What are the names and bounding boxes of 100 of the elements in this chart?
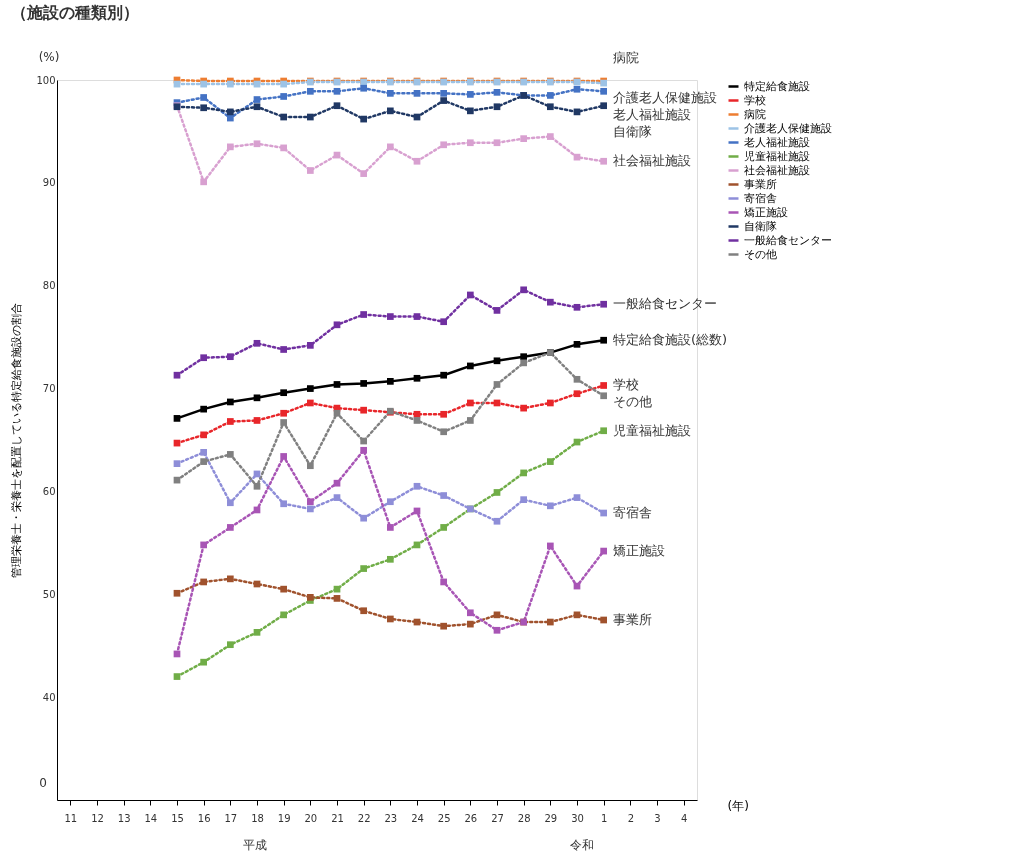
point (173, 589, 181, 597)
legend-label: 社会福祉施設 (744, 163, 810, 177)
point (306, 167, 314, 174)
text: (%) (38, 50, 60, 64)
point (413, 417, 421, 424)
x-tick-label: 25 (437, 812, 451, 824)
point (413, 374, 421, 382)
point (306, 399, 314, 407)
point (226, 353, 234, 361)
annotation: 矯正施設 (613, 543, 665, 559)
point (360, 311, 368, 318)
point (386, 555, 394, 563)
annotation: 自衛隊 (613, 124, 652, 140)
legend-label: 特定給食施設 (744, 79, 810, 93)
x-tick-label: 20 (304, 812, 318, 824)
point (493, 626, 501, 634)
point (493, 139, 501, 147)
point (573, 494, 581, 501)
point (440, 410, 448, 418)
x-tick-label: 30 (571, 812, 584, 824)
y-tick-label: 80 (42, 280, 56, 292)
point (600, 547, 608, 555)
point (253, 140, 261, 148)
point (360, 607, 368, 615)
point (546, 103, 554, 111)
point (173, 460, 181, 468)
annotation: 事業所 (613, 612, 652, 627)
point (333, 102, 341, 110)
point (173, 371, 181, 379)
legend-label: 児童福祉施設 (744, 149, 810, 163)
point (333, 494, 341, 501)
point (546, 542, 554, 550)
point (386, 107, 394, 115)
point (386, 615, 394, 623)
point (520, 353, 528, 361)
y-tick-label: 40 (42, 691, 56, 703)
point (333, 87, 341, 95)
point (200, 178, 208, 186)
point (493, 307, 501, 314)
point (280, 611, 288, 619)
y-axis-title: 管理栄養士・栄養士を配置している特定給食施設の割合 (10, 303, 24, 578)
point (546, 92, 554, 99)
point (306, 113, 314, 121)
point (546, 133, 554, 140)
point (280, 585, 288, 593)
point (386, 498, 394, 506)
point (413, 157, 421, 165)
point (200, 104, 208, 112)
point (306, 462, 314, 470)
legend-label: その他 (744, 247, 777, 261)
point (440, 141, 448, 149)
x-tick-label: 24 (411, 812, 424, 824)
point (200, 354, 208, 362)
point (466, 107, 474, 115)
legend-label: 一般給食センター (744, 233, 832, 247)
point (360, 115, 368, 123)
point (173, 673, 181, 680)
point (280, 144, 288, 152)
legend-label: 学校 (744, 93, 766, 107)
x-tick-label: 16 (197, 812, 211, 824)
point (306, 505, 314, 513)
point (253, 482, 261, 490)
point (226, 575, 234, 583)
point (226, 114, 234, 122)
point (573, 85, 581, 93)
x-tick-label: 1 (600, 812, 608, 824)
point (546, 618, 554, 626)
legend-label: 介護老人保健施設 (744, 121, 832, 135)
point (386, 143, 394, 151)
legend-label: 寄宿舎 (744, 191, 777, 205)
x-tick-label: 27 (491, 812, 504, 824)
point (520, 404, 528, 412)
point (573, 390, 581, 398)
annotation: 病院 (613, 50, 639, 66)
point (253, 96, 261, 103)
point (360, 446, 368, 454)
point (386, 378, 394, 385)
y-tick-label: 90 (42, 177, 56, 189)
point (466, 609, 474, 617)
x-tick-label: 12 (91, 812, 104, 824)
point (600, 427, 608, 435)
point (520, 135, 528, 142)
legend-label: 病院 (744, 107, 766, 121)
point (360, 565, 368, 572)
point (200, 541, 208, 549)
point (226, 143, 234, 151)
point (200, 578, 208, 586)
y-tick-label: 50 (42, 588, 56, 600)
point (200, 431, 208, 439)
point (386, 313, 394, 320)
point (200, 448, 208, 456)
point (520, 286, 528, 294)
point (600, 157, 608, 165)
y-tick-label: 100 (36, 74, 56, 86)
point (333, 409, 341, 417)
point (280, 113, 288, 121)
x-tick-label: 15 (171, 812, 184, 824)
point (360, 437, 368, 445)
x-tick-label: 21 (331, 812, 344, 824)
x-tick-label: 11 (64, 812, 78, 824)
